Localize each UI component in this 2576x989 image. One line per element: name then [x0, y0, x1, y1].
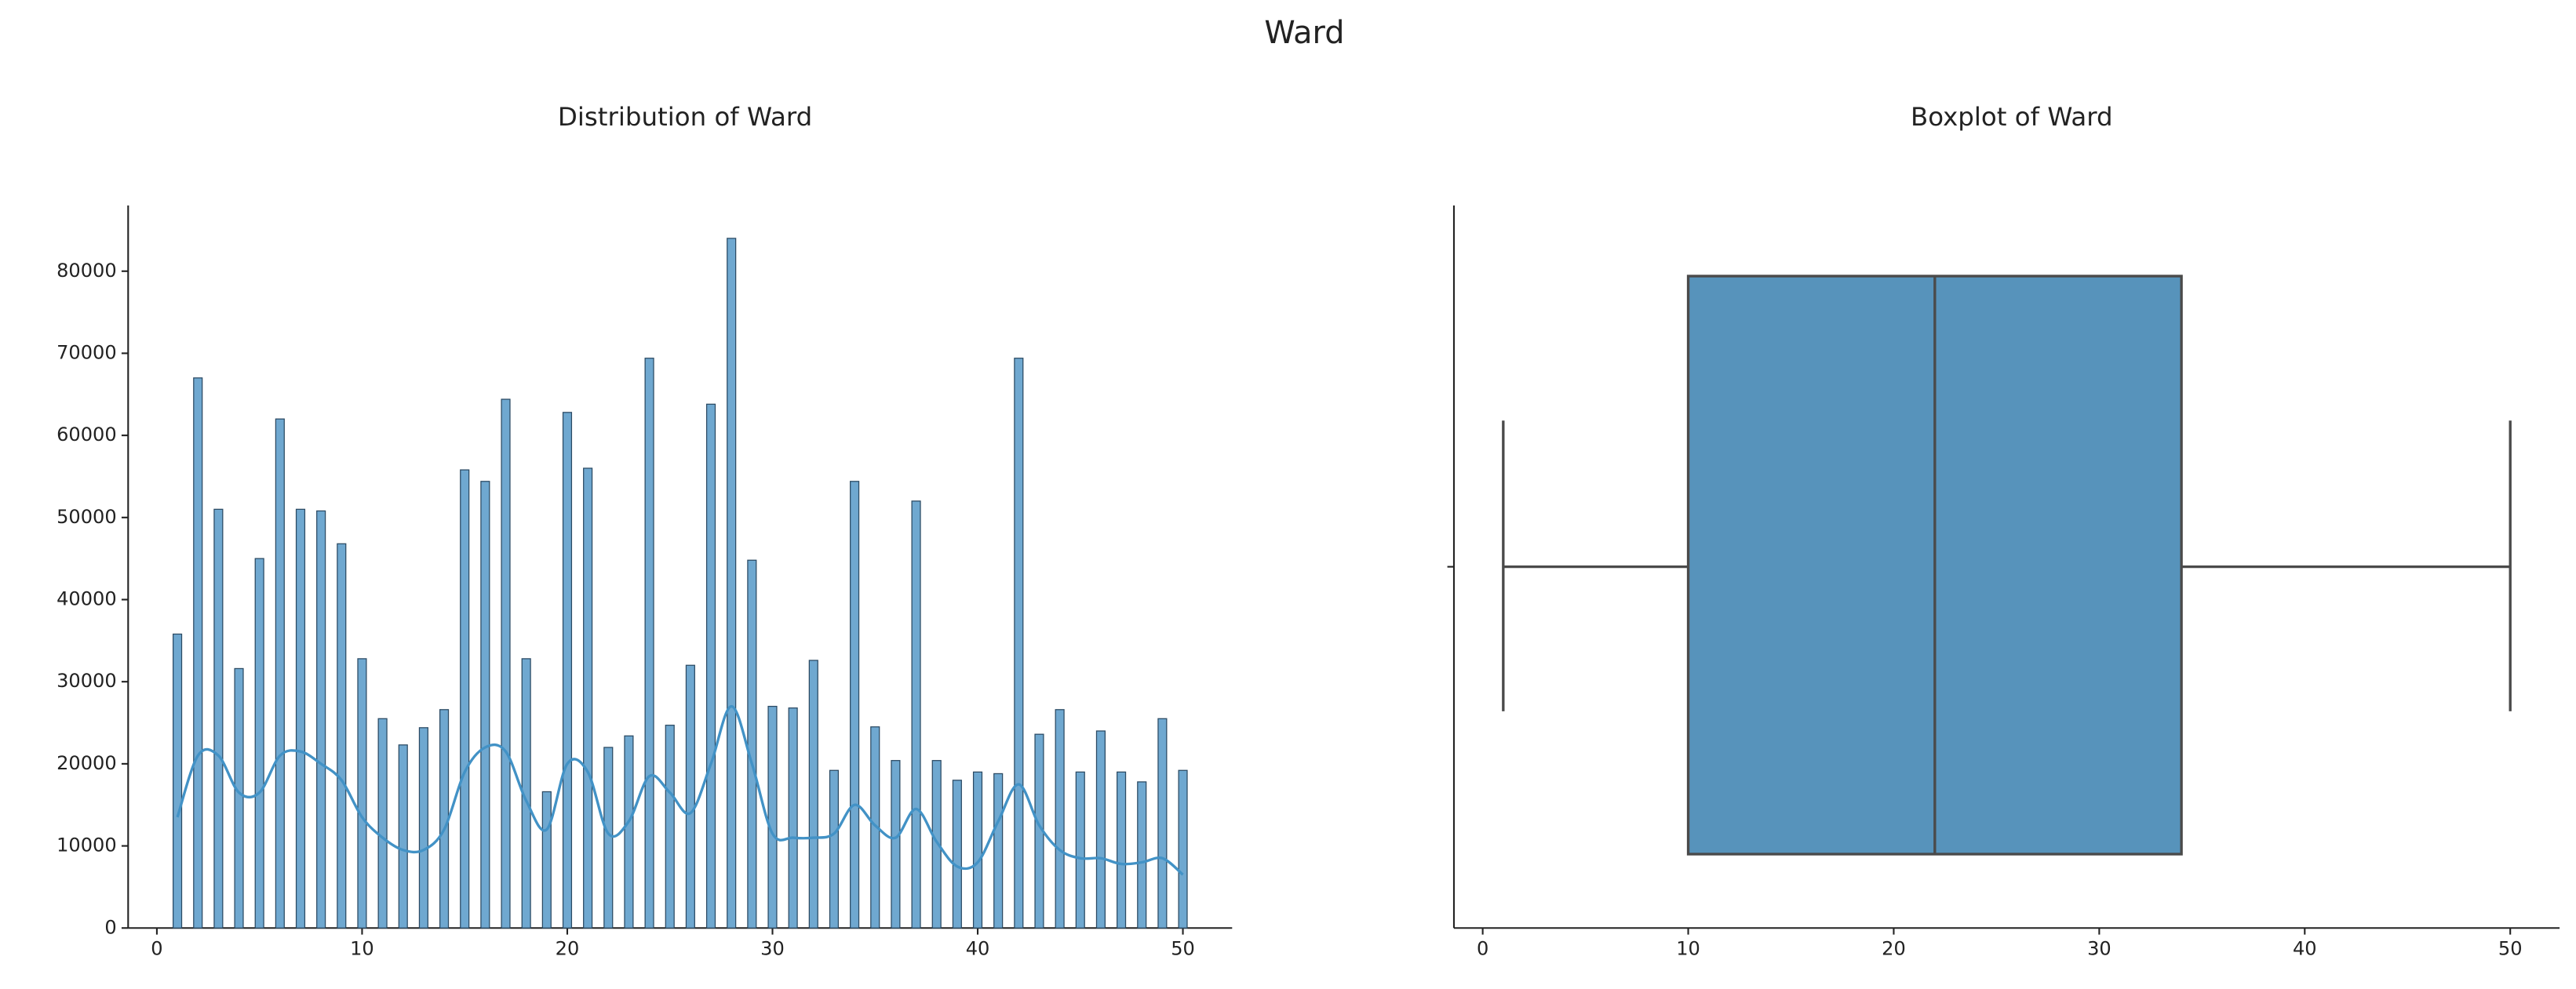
- bar: [891, 760, 901, 929]
- bar: [418, 727, 428, 929]
- bar: [377, 718, 388, 929]
- bar: [234, 667, 244, 929]
- bar: [685, 664, 695, 929]
- bar: [1117, 771, 1127, 929]
- bar: [1014, 358, 1024, 929]
- bar: [624, 735, 634, 929]
- bar: [767, 705, 778, 929]
- x-tick-label: 40: [2293, 937, 2317, 959]
- y-tick-label: 70000: [56, 341, 117, 363]
- bar: [1095, 730, 1106, 929]
- kde-line: [176, 704, 1184, 876]
- bar: [439, 709, 450, 929]
- bar: [705, 403, 716, 929]
- y-tick-label: 40000: [56, 588, 117, 610]
- x-tick-label: 0: [151, 937, 162, 959]
- bar: [501, 398, 511, 929]
- y-tick-label: 10000: [56, 834, 117, 856]
- x-tick-label: 20: [556, 937, 580, 959]
- y-tick-label: 80000: [56, 260, 117, 282]
- x-tick-label: 40: [966, 937, 990, 959]
- y-tick-label: 60000: [56, 424, 117, 445]
- bar: [603, 747, 614, 929]
- bar: [173, 633, 183, 929]
- x-tick-label: 20: [1882, 937, 1906, 959]
- y-tick-label: 0: [104, 916, 116, 938]
- x-tick-label: 50: [1171, 937, 1195, 959]
- bar: [254, 558, 264, 929]
- x-tick-label: 10: [350, 937, 374, 959]
- bar: [747, 559, 757, 929]
- bar: [911, 500, 921, 929]
- x-tick-label: 30: [2087, 937, 2111, 959]
- bar: [316, 510, 326, 929]
- bar: [788, 707, 798, 929]
- bar: [850, 481, 860, 929]
- bar: [213, 508, 224, 929]
- bar: [583, 467, 593, 929]
- bar: [1178, 769, 1188, 929]
- bar: [480, 481, 490, 929]
- bar: [644, 358, 654, 929]
- bar: [1075, 771, 1085, 929]
- bar: [972, 771, 983, 929]
- bar: [952, 780, 962, 929]
- bar: [541, 791, 552, 929]
- bar: [829, 769, 840, 929]
- chart-title: Boxplot of Ward: [1911, 102, 2113, 132]
- bar: [460, 469, 470, 929]
- bar: [357, 658, 367, 929]
- chart-title: Distribution of Ward: [558, 102, 812, 132]
- bar: [398, 744, 408, 929]
- bar: [727, 238, 737, 929]
- bar: [1055, 709, 1065, 929]
- bar: [193, 377, 203, 929]
- bar: [1137, 781, 1147, 929]
- bar: [562, 412, 573, 929]
- bar: [295, 508, 306, 929]
- bar: [337, 543, 347, 929]
- bar: [275, 418, 285, 929]
- y-tick-label: 20000: [56, 752, 117, 774]
- bar: [993, 773, 1004, 929]
- x-tick-label: 10: [1676, 937, 1700, 959]
- bar: [931, 760, 942, 929]
- x-tick-label: 50: [2498, 937, 2523, 959]
- x-tick-label: 0: [1477, 937, 1488, 959]
- y-tick-label: 50000: [56, 506, 117, 528]
- bar: [808, 660, 818, 929]
- figure-title: Ward: [1264, 15, 1344, 51]
- y-tick-label: 30000: [56, 670, 117, 692]
- x-tick-label: 30: [760, 937, 785, 959]
- bar: [665, 725, 675, 929]
- bar: [1157, 718, 1168, 929]
